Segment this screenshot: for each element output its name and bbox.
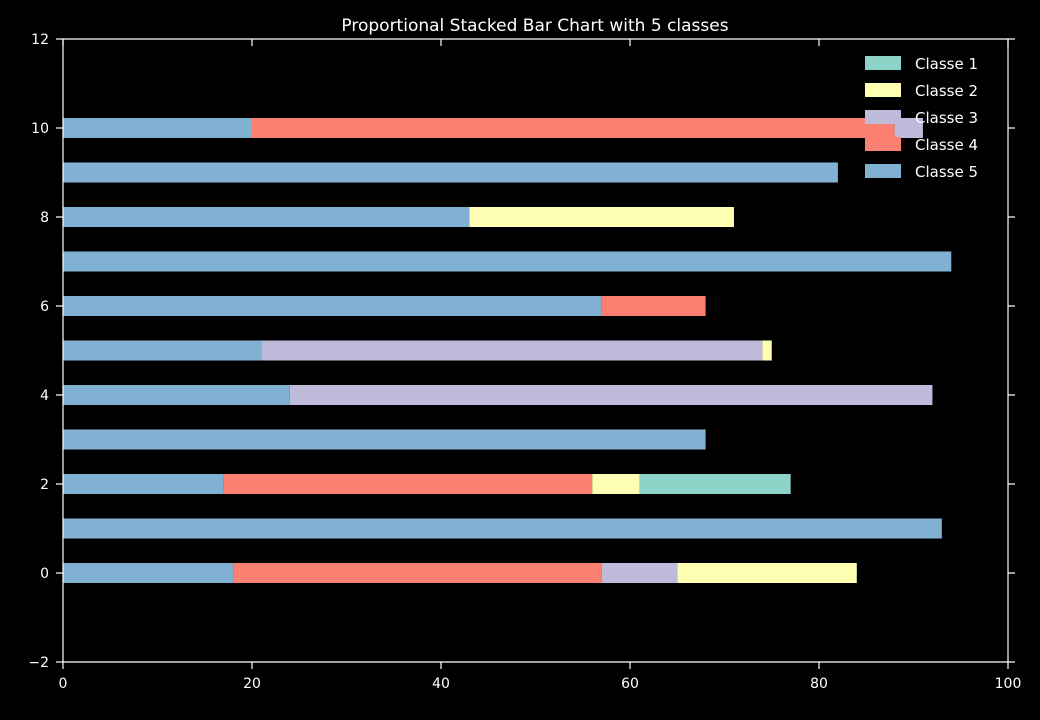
legend-swatch-classe-1 <box>865 56 901 70</box>
legend-swatch-classe-4 <box>865 137 901 151</box>
bar-segment-classe-1-row-2 <box>639 473 791 495</box>
legend-swatch-classe-2 <box>865 83 901 97</box>
y-tick-label-12: 12 <box>31 32 49 48</box>
bar-segment-classe-5-row-9 <box>63 162 838 183</box>
y-tick-label-4: 4 <box>40 388 49 404</box>
y-tick-label-2: 2 <box>40 477 49 493</box>
legend-swatch-classe-5 <box>865 164 901 178</box>
bar-segment-classe-5-row-6 <box>63 295 602 317</box>
bars-layer <box>63 117 952 584</box>
legend-label-classe-4: Classe 4 <box>915 136 978 154</box>
bar-segment-classe-2-row-8 <box>469 206 734 228</box>
y-tick-label-10: 10 <box>31 121 49 137</box>
bar-segment-classe-3-row-4 <box>289 384 933 406</box>
legend-label-classe-3: Classe 3 <box>915 109 978 127</box>
legend-label-classe-2: Classe 2 <box>915 82 978 100</box>
legend-label-classe-5: Classe 5 <box>915 163 978 181</box>
bar-segment-classe-3-row-10 <box>894 117 923 139</box>
bar-segment-classe-4-row-2 <box>223 473 593 495</box>
legend-label-classe-1: Classe 1 <box>915 55 978 73</box>
bar-segment-classe-5-row-4 <box>63 384 290 406</box>
bar-segment-classe-2-row-2 <box>592 473 640 495</box>
bar-segment-classe-4-row-0 <box>233 562 602 584</box>
y-tick-label-6: 6 <box>40 299 49 315</box>
bar-segment-classe-5-row-5 <box>63 340 262 361</box>
legend: Classe 1 Classe 2 Classe 3 Classe 4 Classe 5 <box>865 55 978 181</box>
x-tick-label-100: 100 <box>995 676 1022 692</box>
y-tick-label-0: 0 <box>40 566 49 582</box>
bar-segment-classe-4-row-10 <box>252 117 895 139</box>
bar-segment-classe-3-row-5 <box>261 340 763 361</box>
bar-segment-classe-5-row-10 <box>63 117 252 139</box>
bar-segment-classe-5-row-7 <box>63 251 952 272</box>
x-tick-label-80: 80 <box>810 676 828 692</box>
chart-title: Proportional Stacked Bar Chart with 5 cl… <box>341 16 728 36</box>
bar-segment-classe-5-row-8 <box>63 206 470 228</box>
bar-segment-classe-4-row-6 <box>601 295 706 317</box>
y-tick-label--2: −2 <box>28 655 49 671</box>
bar-segment-classe-2-row-0 <box>677 562 857 584</box>
x-tick-label-60: 60 <box>621 676 639 692</box>
bar-segment-classe-5-row-2 <box>63 473 224 495</box>
axes-layer: 0 20 40 60 80 100 −2 0 2 4 6 8 10 12 <box>28 32 1021 692</box>
bar-segment-classe-2-row-5 <box>762 340 772 361</box>
y-tick-label-8: 8 <box>40 210 49 226</box>
x-tick-label-40: 40 <box>432 676 450 692</box>
bar-segment-classe-5-row-1 <box>63 518 942 539</box>
x-tick-label-0: 0 <box>59 676 68 692</box>
bar-segment-classe-3-row-0 <box>601 562 678 584</box>
bar-segment-classe-5-row-3 <box>63 429 706 450</box>
bar-segment-classe-5-row-0 <box>63 562 234 584</box>
legend-swatch-classe-3 <box>865 110 901 124</box>
x-tick-label-20: 20 <box>243 676 261 692</box>
